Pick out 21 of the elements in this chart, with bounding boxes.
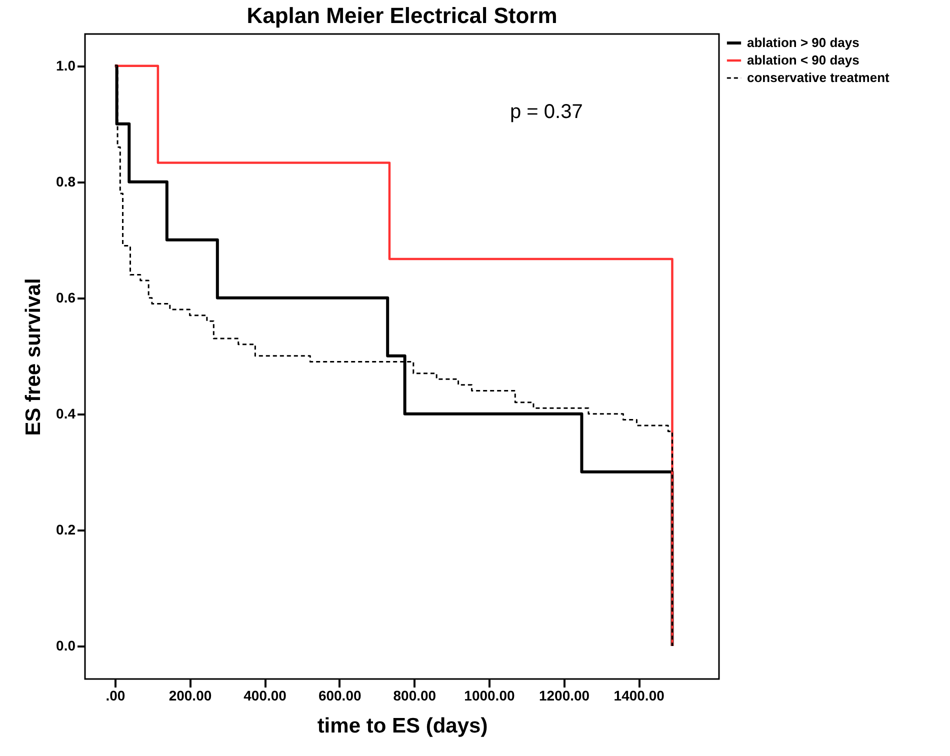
y-tick-label: 0.8 <box>56 173 76 190</box>
y-tick-label: 0.0 <box>56 637 76 654</box>
y-tick-label: 0.6 <box>56 289 76 306</box>
legend-label: ablation < 90 days <box>747 52 860 68</box>
legend-label: conservative treatment <box>747 70 890 85</box>
x-tick-label: 400.00 <box>244 688 287 704</box>
chart-title: Kaplan Meier Electrical Storm <box>246 3 558 28</box>
y-axis-title: ES free survival <box>22 278 46 436</box>
y-tick-label: 0.4 <box>56 405 76 422</box>
x-tick-label: 600.00 <box>318 688 362 704</box>
x-tick-label: 200.00 <box>168 688 212 704</box>
annotation: p = 0.37 <box>510 101 583 123</box>
y-tick-label: 0.2 <box>56 521 76 538</box>
x-axis-title: time to ES (days) <box>317 714 488 738</box>
legend-label: ablation > 90 days <box>747 35 860 50</box>
x-tick-label: .00 <box>106 688 126 704</box>
x-tick-label: 1200.00 <box>538 688 590 704</box>
y-tick-label: 1.0 <box>56 57 76 74</box>
x-tick-label: 1000.00 <box>464 688 515 704</box>
x-tick-label: 800.00 <box>393 688 436 704</box>
x-tick-label: 1400.00 <box>614 688 665 704</box>
